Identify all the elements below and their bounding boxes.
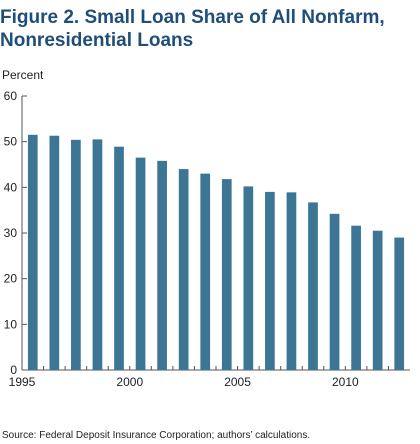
bar-2002 xyxy=(178,169,189,370)
bar-2008 xyxy=(308,202,318,370)
bar-2003 xyxy=(200,173,211,370)
source-note: Source: Federal Deposit Insurance Corpor… xyxy=(2,430,311,441)
bar-chart: 0 10 20 30 40 50 60 1995 2000 2005 2010 xyxy=(4,89,410,389)
bar-2006 xyxy=(265,191,275,370)
bar-2010 xyxy=(351,225,361,370)
y-axis-label: Percent xyxy=(2,68,44,82)
bar-2012 xyxy=(394,237,405,370)
bar-2001 xyxy=(157,160,167,370)
y-tick-label-40: 40 xyxy=(4,180,18,194)
y-tick-label-50: 50 xyxy=(4,135,18,149)
bar-2011 xyxy=(372,230,383,370)
bar-1995 xyxy=(27,134,38,370)
bar-1998 xyxy=(92,139,103,370)
x-tick-label-2010: 2010 xyxy=(332,375,359,389)
bar-1997 xyxy=(71,139,81,370)
chart-title-line-2: Nonresidential Loans xyxy=(0,30,194,51)
y-tick-label-10: 10 xyxy=(4,317,18,331)
chart-title: Figure 2. Small Loan Share of All Nonfar… xyxy=(0,6,410,52)
chart-title-line-1: Figure 2. Small Loan Share of All Nonfar… xyxy=(0,7,385,28)
bar-1999 xyxy=(114,146,124,370)
x-tick-label-2000: 2000 xyxy=(116,375,143,389)
y-tick-label-30: 30 xyxy=(4,226,18,240)
y-tick-label-20: 20 xyxy=(4,272,18,286)
bar-2009 xyxy=(329,213,340,370)
bar-2005 xyxy=(243,186,254,370)
bar-2000 xyxy=(135,157,146,370)
x-tick-label-1995: 1995 xyxy=(9,375,36,389)
y-tick-label-0: 0 xyxy=(10,363,17,377)
bar-2004 xyxy=(221,179,232,370)
bar-2007 xyxy=(286,192,297,370)
bar-1996 xyxy=(49,135,60,370)
y-tick-label-60: 60 xyxy=(4,89,18,103)
x-tick-label-2005: 2005 xyxy=(224,375,251,389)
